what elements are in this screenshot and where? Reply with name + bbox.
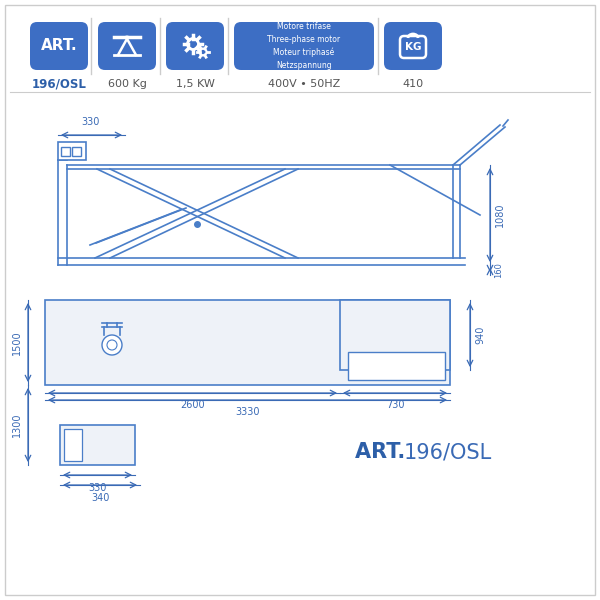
- Text: 3330: 3330: [235, 407, 260, 417]
- Text: 600 Kg: 600 Kg: [107, 79, 146, 89]
- Text: ART.: ART.: [41, 38, 77, 53]
- Text: 1300: 1300: [12, 413, 22, 437]
- FancyBboxPatch shape: [98, 22, 156, 70]
- Bar: [72, 147, 81, 156]
- FancyBboxPatch shape: [166, 22, 224, 70]
- Bar: [340, 300, 450, 370]
- Text: 2600: 2600: [180, 400, 205, 410]
- Text: ART.: ART.: [355, 442, 413, 462]
- FancyBboxPatch shape: [400, 36, 426, 58]
- Text: 400V • 50HZ: 400V • 50HZ: [268, 79, 340, 89]
- Bar: [61, 147, 70, 156]
- FancyBboxPatch shape: [234, 22, 374, 70]
- Text: 1500: 1500: [12, 330, 22, 355]
- FancyBboxPatch shape: [30, 22, 88, 70]
- Bar: [60, 425, 135, 465]
- FancyBboxPatch shape: [384, 22, 442, 70]
- Text: KG: KG: [405, 42, 421, 52]
- Bar: [348, 352, 445, 380]
- Text: 330: 330: [82, 117, 100, 127]
- Text: Motore trifase
Three-phase motor
Moteur triphasé
Netzspannung: Motore trifase Three-phase motor Moteur …: [268, 22, 341, 70]
- Circle shape: [102, 335, 122, 355]
- Text: 160: 160: [494, 262, 503, 278]
- Text: 410: 410: [403, 79, 424, 89]
- Text: 330: 330: [88, 483, 107, 493]
- Text: 196/OSL: 196/OSL: [404, 442, 492, 462]
- Bar: [58, 142, 86, 160]
- Bar: [64, 429, 82, 461]
- Text: 1080: 1080: [495, 203, 505, 227]
- Text: 1,5 KW: 1,5 KW: [176, 79, 214, 89]
- Bar: [45, 300, 450, 385]
- Text: 940: 940: [475, 326, 485, 344]
- Text: 340: 340: [91, 493, 109, 503]
- Text: 196/OSL: 196/OSL: [32, 77, 86, 91]
- Text: 730: 730: [386, 400, 404, 410]
